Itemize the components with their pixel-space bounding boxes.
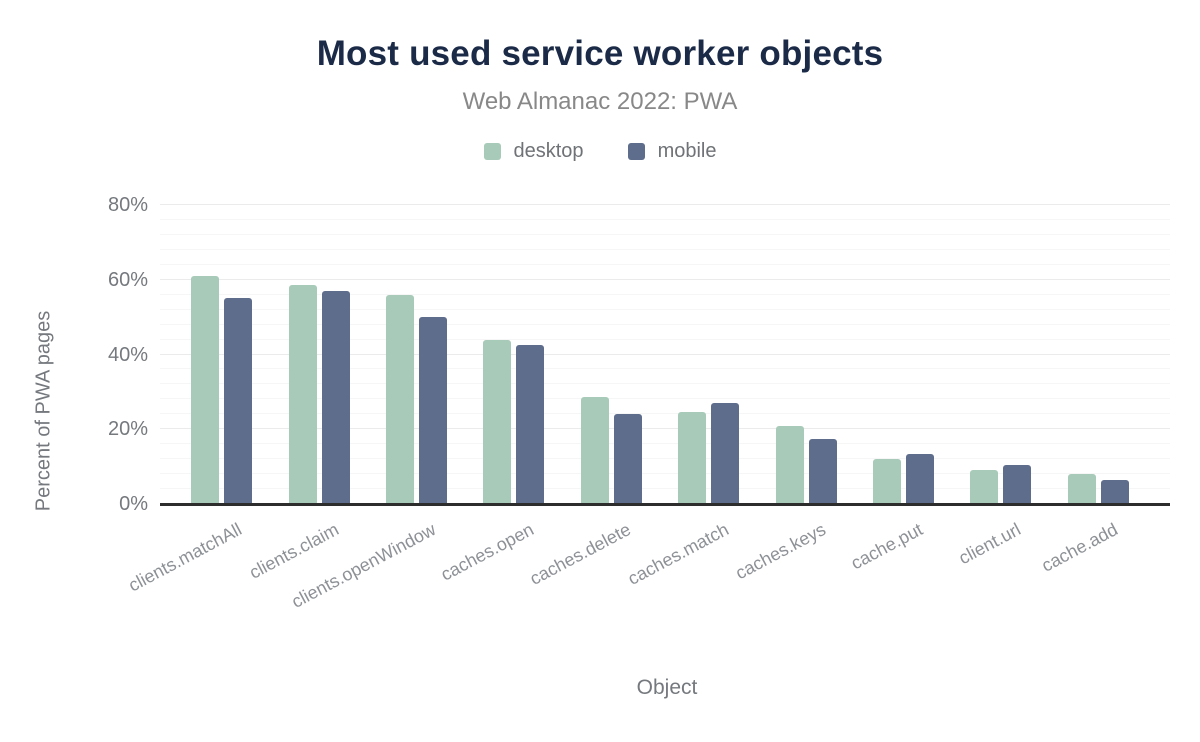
minor-gridline-68 [160, 248, 1170, 250]
legend-item-mobile: mobile [627, 140, 717, 163]
y-tick-label-80: 80% [107, 194, 148, 216]
bar-mobile-caches.delete [613, 414, 642, 504]
minor-gridline-48 [160, 323, 1170, 325]
bar-group-caches.delete [563, 205, 660, 504]
x-axis-label-caches.keys: caches.keys [732, 519, 830, 584]
bar-desktop-caches.delete [580, 397, 609, 504]
legend-item-desktop: desktop [483, 140, 584, 163]
bar-group-clients.matchAll [173, 205, 270, 504]
chart-title: Most used service worker objects [316, 34, 884, 73]
minor-gridline-44 [160, 338, 1170, 340]
bar-group-clients.claim [270, 205, 367, 504]
bar-group-caches.open [465, 205, 562, 504]
bar-mobile-clients.claim [321, 290, 350, 504]
bar-group-caches.keys [757, 205, 854, 504]
y-tick-label-0: 0% [119, 493, 148, 515]
minor-gridline-64 [160, 263, 1170, 265]
bar-mobile-caches.keys [808, 438, 837, 504]
bar-group-cache.put [855, 205, 952, 504]
bar-desktop-clients.openWindow [386, 294, 415, 504]
major-gridline-20 [160, 428, 1170, 430]
bar-desktop-caches.keys [775, 425, 804, 504]
minor-gridline-36 [160, 368, 1170, 370]
bar-mobile-cache.add [1100, 479, 1129, 504]
minor-gridline-56 [160, 293, 1170, 295]
bar-group-caches.match [660, 205, 757, 504]
bar-mobile-caches.open [516, 345, 545, 504]
bar-desktop-clients.claim [288, 285, 317, 504]
bar-group-clients.openWindow [368, 205, 465, 504]
minor-gridline-4 [160, 488, 1170, 490]
x-axis-baseline [160, 503, 1170, 506]
bar-desktop-cache.add [1067, 474, 1096, 504]
y-tick-label-60: 60% [107, 268, 148, 291]
y-tick-label-20: 20% [107, 418, 148, 441]
bar-desktop-caches.match [678, 412, 707, 504]
minor-gridline-12 [160, 458, 1170, 460]
bar-mobile-clients.openWindow [419, 317, 448, 504]
bar-group-cache.add [1050, 205, 1147, 504]
x-axis-label-clients.matchAll: clients.matchAll [124, 519, 245, 596]
legend-label-mobile: mobile [657, 140, 717, 162]
minor-gridline-16 [160, 443, 1170, 445]
x-axis-label-client.url: client.url [955, 519, 1024, 569]
y-tick-label-40: 40% [107, 343, 148, 366]
bar-mobile-caches.match [711, 403, 740, 504]
x-axis-label-caches.match: caches.match [624, 519, 732, 589]
y-axis: 0% 20% 40% 60% 80% [0, 195, 148, 514]
x-axis-label-caches.open: caches.open [437, 519, 537, 585]
bar-desktop-caches.open [483, 339, 512, 504]
minor-gridline-8 [160, 473, 1170, 475]
minor-gridline-32 [160, 383, 1170, 385]
bar-desktop-cache.put [873, 459, 902, 504]
y-axis-title: Percent of PWA pages [32, 310, 55, 512]
minor-gridline-52 [160, 308, 1170, 310]
x-axis-title: Object [636, 676, 698, 699]
major-gridline-60 [160, 278, 1170, 280]
x-axis-label-caches.delete: caches.delete [526, 519, 635, 589]
major-gridline-80 [160, 204, 1170, 205]
bar-mobile-clients.matchAll [224, 298, 253, 504]
minor-gridline-28 [160, 398, 1170, 400]
legend: desktop mobile [0, 140, 1200, 163]
bar-desktop-clients.matchAll [191, 276, 220, 504]
minor-gridline-76 [160, 218, 1170, 220]
legend-swatch-mobile [627, 143, 645, 160]
chart-subtitle: Web Almanac 2022: PWA [462, 88, 738, 115]
bar-group-client.url [952, 205, 1049, 504]
minor-gridline-72 [160, 233, 1170, 235]
x-axis-label-cache.put: cache.put [848, 519, 927, 574]
major-gridline-40 [160, 353, 1170, 355]
legend-swatch-desktop [483, 143, 501, 160]
bars-layer [173, 205, 1147, 504]
legend-label-desktop: desktop [513, 140, 584, 162]
bar-desktop-client.url [970, 470, 999, 504]
plot-area [160, 204, 1170, 506]
bar-mobile-cache.put [906, 453, 935, 504]
bar-mobile-client.url [1003, 464, 1032, 504]
minor-gridline-24 [160, 413, 1170, 415]
x-axis-label-cache.add: cache.add [1038, 519, 1122, 576]
